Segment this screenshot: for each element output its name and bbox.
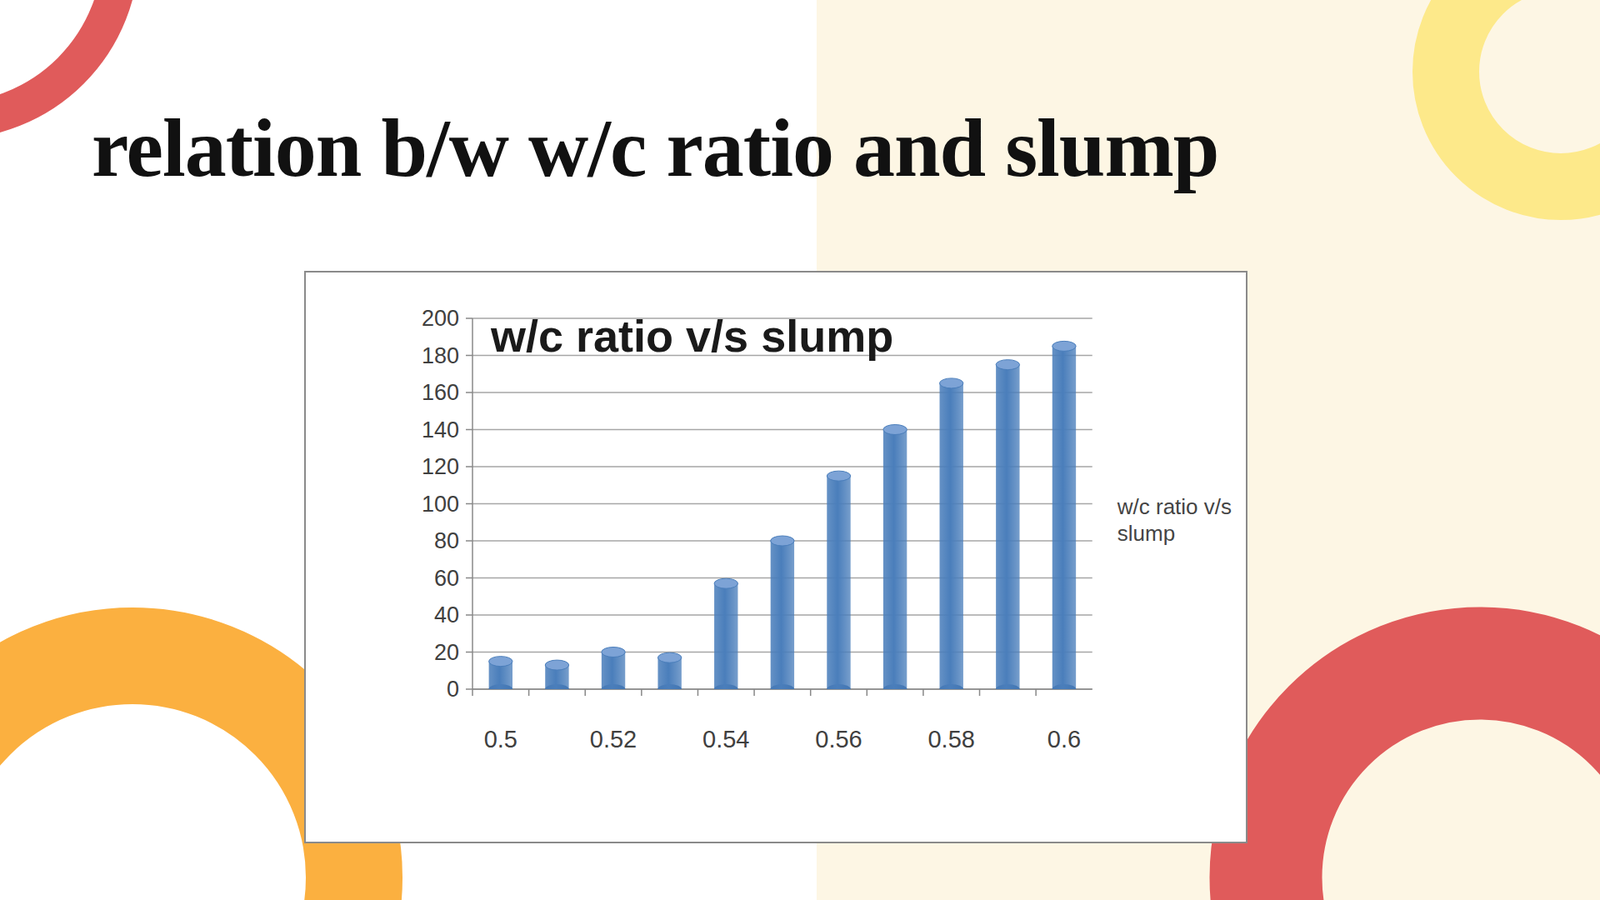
- bar: [770, 540, 795, 690]
- bar-top: [657, 652, 681, 663]
- y-tick-label: 160: [421, 380, 460, 405]
- bar-top: [995, 360, 1020, 370]
- tick-mark: [465, 391, 473, 394]
- x-tick-mark: [471, 689, 474, 696]
- x-tick-mark: [697, 689, 700, 696]
- bar: [601, 652, 625, 690]
- x-tick-label: 0.52: [590, 725, 637, 753]
- bar-top: [601, 647, 625, 658]
- x-tick-mark: [1035, 689, 1037, 696]
- x-tick-label: 0.56: [815, 725, 862, 753]
- x-tick-mark: [866, 689, 869, 696]
- legend-line: slump: [1117, 520, 1175, 546]
- y-tick-label: 120: [421, 454, 460, 480]
- bars: [489, 340, 1077, 690]
- bar-top: [826, 470, 850, 481]
- y-axis: [471, 318, 474, 690]
- bar: [940, 383, 964, 690]
- y-tick-label: 200: [421, 305, 460, 331]
- bar: [995, 365, 1020, 690]
- chart-title: w/c ratio v/s slump: [490, 310, 894, 361]
- x-tick-mark: [528, 689, 530, 696]
- y-tick-label: 0: [446, 676, 460, 702]
- chart-panel: w/c ratio v/sslump 0 20 40 60 80 100 120 140 160 1…: [304, 270, 1248, 844]
- grid: 0 20 40 60 80 100 120 140 160 180 200: [421, 305, 1093, 702]
- y-tick-label: 80: [434, 528, 460, 554]
- x-tick-label: 0.5: [484, 725, 518, 753]
- legend: w/c ratio v/sslump: [1116, 494, 1232, 546]
- tick-mark: [465, 651, 473, 654]
- heading: relation b/w w/c ratio and slump: [91, 100, 1219, 196]
- tick-mark: [465, 503, 473, 505]
- bar-top: [883, 425, 907, 435]
- chart: w/c ratio v/sslump 0 20 40 60 80 100 120 140 160 1…: [305, 272, 1246, 842]
- deco-ring: [1265, 663, 1600, 900]
- x-tick-label: 0.6: [1047, 725, 1081, 753]
- bar: [826, 475, 850, 690]
- bar-top: [940, 378, 964, 389]
- bar-top: [1052, 340, 1076, 351]
- tick-mark: [465, 577, 473, 580]
- tick-mark: [465, 355, 473, 357]
- x-tick-label: 0.54: [702, 725, 750, 753]
- x-tick-mark: [810, 689, 812, 696]
- y-tick-label: 100: [421, 491, 460, 517]
- x-tick-mark: [922, 689, 925, 696]
- bar-top: [770, 535, 795, 546]
- bar: [714, 583, 738, 690]
- deco-ring: [1445, 0, 1600, 187]
- bar-top: [714, 578, 738, 589]
- deco-ring: [0, 655, 355, 900]
- y-tick-label: 20: [434, 640, 460, 665]
- legend-label: w/c ratio v/sslump: [1116, 494, 1232, 546]
- x-tick-mark: [584, 689, 586, 696]
- tick-mark: [465, 540, 473, 542]
- bar: [1052, 345, 1076, 690]
- x-tick-mark: [640, 689, 643, 696]
- tick-mark: [465, 465, 473, 468]
- tick-mark: [465, 614, 473, 616]
- bar: [883, 430, 907, 690]
- bar-top: [545, 660, 569, 670]
- x-tick-mark: [979, 689, 981, 696]
- legend-line: w/c ratio v/s: [1116, 494, 1232, 520]
- y-tick-label: 140: [421, 417, 460, 443]
- x-ticks: 0.5 0.52 0.54 0.56 0.58 0.6: [472, 689, 1081, 753]
- x-tick-label: 0.58: [927, 725, 975, 753]
- y-tick-label: 60: [434, 565, 460, 591]
- x-tick-mark: [753, 689, 755, 696]
- tick-mark: [465, 688, 473, 690]
- y-tick-label: 40: [434, 602, 460, 628]
- y-tick-label: 180: [421, 343, 460, 369]
- tick-mark: [465, 317, 473, 320]
- tick-mark: [465, 429, 473, 431]
- bar-top: [489, 656, 513, 667]
